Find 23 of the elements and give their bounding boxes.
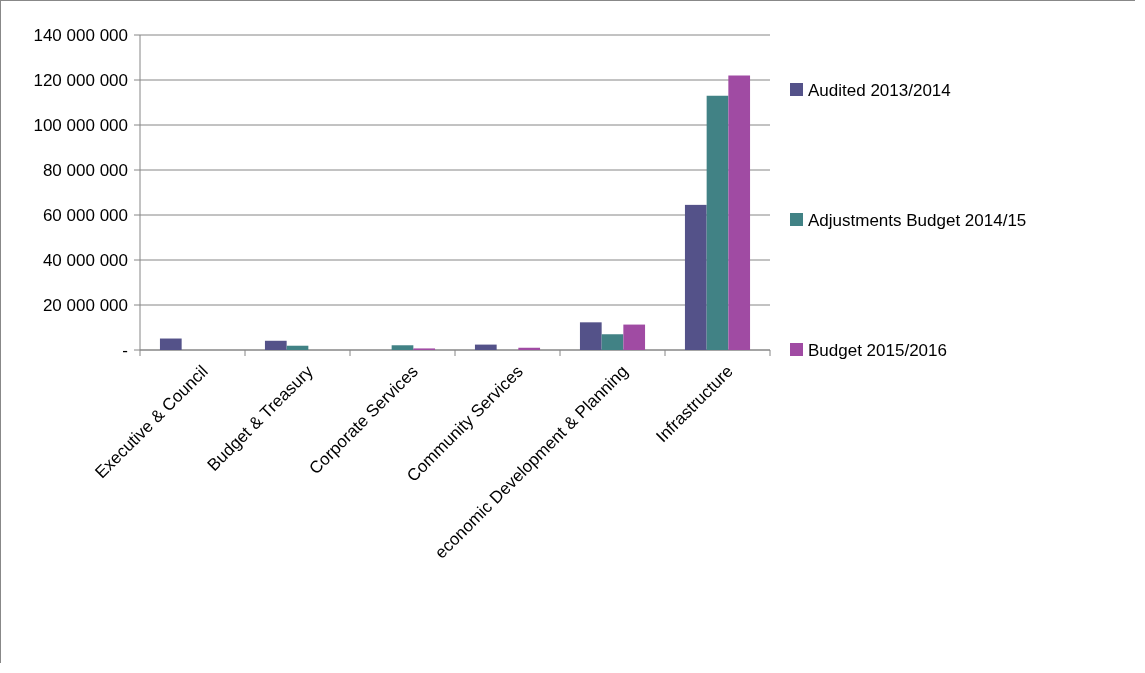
bar: [474, 344, 497, 350]
bar: [728, 75, 751, 350]
y-tick-label: 80 000 000: [42, 160, 128, 180]
legend-label: Adjustments Budget 2014/15: [808, 210, 1027, 230]
bar: [601, 334, 624, 350]
y-tick-label: 60 000 000: [42, 205, 128, 225]
y-tick-label: 20 000 000: [42, 295, 128, 315]
bar: [159, 338, 182, 350]
y-tick-label: 120 000 000: [33, 70, 128, 90]
bar: [706, 95, 729, 350]
y-tick-label: 100 000 000: [33, 115, 128, 135]
bar: [684, 204, 707, 350]
bar: [391, 345, 414, 350]
bar: [623, 324, 646, 350]
y-tick-label: 140 000 000: [33, 25, 128, 45]
legend-label: Audited 2013/2014: [808, 80, 951, 100]
bar: [579, 322, 602, 350]
legend-label: Budget 2015/2016: [808, 340, 947, 360]
y-tick-label: -: [122, 340, 128, 360]
bar: [264, 340, 287, 350]
bar: [518, 347, 541, 350]
y-tick-label: 40 000 000: [42, 250, 128, 270]
bar: [286, 345, 309, 350]
